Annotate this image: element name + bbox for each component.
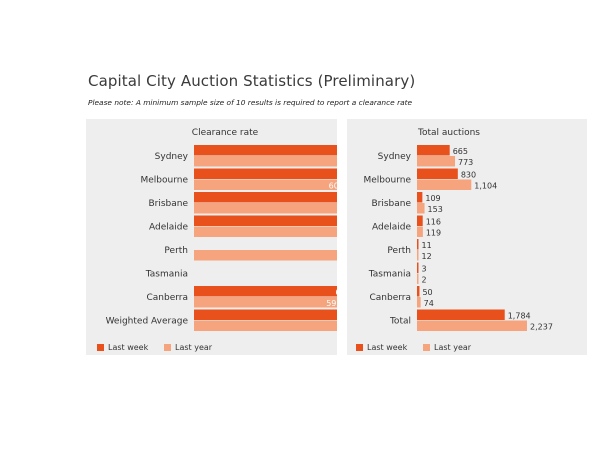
category-label-perth: Perth (164, 246, 188, 256)
bar-last-year-total (417, 320, 527, 331)
category-label-tasmania: Tasmania (145, 270, 188, 280)
bar-last-year-adelaide (417, 226, 423, 237)
bar-last-week-canberra (417, 286, 420, 297)
data-label-last-week-canberra: 50 (422, 288, 432, 297)
data-label-last-year-brisbane: 153 (428, 205, 443, 214)
bar-last-week-brisbane (417, 192, 423, 203)
bar-last-year-brisbane (417, 203, 425, 214)
page-title: Capital City Auction Statistics (Prelimi… (88, 72, 416, 90)
bar-last-year-weighted-average (194, 320, 337, 331)
data-label-last-week-perth: 11 (422, 241, 432, 250)
legend-label-last-year: Last year (175, 343, 213, 352)
bar-last-year-melbourne (194, 179, 337, 190)
data-label-last-week-tasmania: 3 (422, 264, 427, 273)
bar-last-week-melbourne (194, 168, 337, 179)
bar-last-week-tasmania (417, 262, 419, 273)
bar-last-year-brisbane (194, 203, 337, 214)
data-label-last-year-melbourne: 60.4% (329, 181, 337, 190)
bar-last-week-brisbane (194, 192, 337, 203)
bar-last-week-total (417, 309, 505, 320)
bar-last-year-canberra (194, 297, 337, 308)
data-label-last-year-adelaide: 119 (426, 228, 441, 237)
bar-last-week-adelaide (417, 215, 423, 226)
category-label-adelaide: Adelaide (149, 223, 188, 233)
legend-label-last-week: Last week (108, 343, 149, 352)
bar-last-year-sydney (417, 156, 456, 167)
data-label-last-year-sydney: 773 (458, 158, 473, 167)
category-label-melbourne: Melbourne (363, 176, 411, 186)
data-label-last-week-adelaide: 116 (426, 217, 441, 226)
bar-last-week-adelaide (194, 215, 337, 226)
category-label-weighted-average: Weighted Average (106, 317, 189, 327)
bar-last-year-perth (417, 250, 419, 261)
legend-label-last-year: Last year (434, 343, 472, 352)
chart-title: Total auctions (417, 128, 480, 138)
sample-size-note: Please note: A minimum sample size of 10… (88, 98, 413, 107)
category-label-sydney: Sydney (155, 152, 189, 162)
bar-last-week-canberra (194, 286, 337, 297)
bar-last-year-perth (194, 250, 337, 261)
category-label-melbourne: Melbourne (140, 176, 188, 186)
legend-swatch-last-week (356, 344, 363, 351)
category-label-tasmania: Tasmania (368, 270, 411, 280)
total-auctions-chart: Total auctions Sydney 665 773 Melbourne 830 1,… (356, 128, 553, 352)
legend-label-last-week: Last week (367, 343, 408, 352)
data-label-last-year-total: 2,237 (530, 322, 553, 331)
bar-last-year-canberra (417, 297, 421, 308)
bar-last-year-adelaide (194, 226, 337, 237)
chart-title: Clearance rate (192, 128, 259, 138)
data-label-last-week-melbourne: 830 (461, 170, 476, 179)
data-label-last-week-sydney: 665 (453, 147, 468, 156)
data-label-last-year-perth: 12 (422, 252, 432, 261)
category-label-sydney: Sydney (378, 152, 412, 162)
category-label-brisbane: Brisbane (371, 199, 411, 209)
category-label-perth: Perth (387, 246, 411, 256)
data-label-last-year-canberra: 74 (424, 299, 434, 308)
bar-last-week-sydney (417, 145, 450, 156)
bar-last-week-melbourne (417, 168, 458, 179)
bar-last-year-tasmania (417, 273, 419, 284)
data-label-last-year-tasmania: 2 (422, 275, 427, 284)
bar-last-year-melbourne (417, 179, 472, 190)
legend-swatch-last-week (97, 344, 104, 351)
data-label-last-year-canberra: 59.5% (326, 299, 337, 308)
category-label-canberra: Canberra (146, 293, 188, 303)
clearance-rate-chart-panel: Clearance rateSydney67.7%68.7%Melbourne7… (86, 119, 337, 355)
category-label-canberra: Canberra (369, 293, 411, 303)
bar-last-week-weighted-average (194, 309, 337, 320)
total-auctions-chart-panel: Total auctions Sydney 665 773 Melbourne 830 1,… (347, 119, 587, 355)
bar-last-year-sydney (194, 156, 337, 167)
data-label-last-week-brisbane: 109 (425, 194, 440, 203)
category-label-adelaide: Adelaide (372, 223, 411, 233)
data-label-last-year-melbourne: 1,104 (474, 181, 497, 190)
data-label-last-week-canberra: 62.9% (335, 288, 337, 297)
bar-last-week-perth (417, 239, 419, 250)
category-label-brisbane: Brisbane (148, 199, 188, 209)
bar-last-week-sydney (194, 145, 337, 156)
category-label-total: Total (389, 317, 411, 327)
legend-swatch-last-year (423, 344, 430, 351)
legend-swatch-last-year (164, 344, 171, 351)
data-label-last-week-total: 1,784 (508, 311, 531, 320)
clearance-rate-chart: Clearance rateSydney67.7%68.7%Melbourne7… (97, 128, 337, 352)
